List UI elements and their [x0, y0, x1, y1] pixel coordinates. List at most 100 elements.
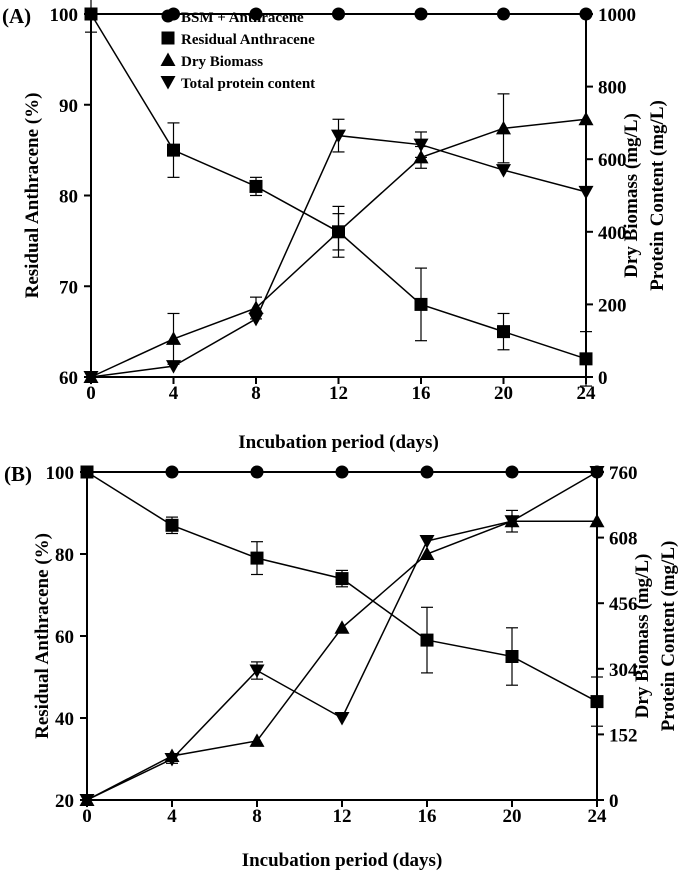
y-tick-label: 80 [55, 545, 74, 566]
legend-label: Total protein content [181, 76, 315, 92]
series-triangle-down [79, 466, 605, 808]
data-point [496, 164, 511, 178]
data-point [497, 7, 510, 21]
data-point [420, 633, 434, 647]
legend-label: BSM + Anthracene [181, 10, 304, 26]
y2-axis-title: Dry Biomass (mg/L) [621, 113, 642, 278]
legend: BSM + Anthracene Residual Anthracene Dry B… [160, 9, 315, 92]
series-square [80, 465, 604, 727]
data-point [167, 143, 180, 157]
y-tick-label: 90 [59, 96, 78, 117]
data-point [164, 753, 180, 767]
data-point [579, 352, 593, 366]
y2-tick-label: 800 [598, 78, 627, 99]
x-tick-label: 4 [167, 806, 177, 827]
data-point [250, 465, 264, 479]
y2-tick-label: 152 [609, 725, 638, 746]
data-point [420, 465, 434, 479]
data-point [334, 712, 350, 726]
y-tick-label: 20 [55, 791, 74, 812]
chart-panel-a: 0 4 8 12 16 20 246070809010002004006008001000I… [2, 0, 668, 453]
data-point [505, 650, 519, 663]
x-axis-title: Incubation period (days) [242, 850, 443, 871]
x-tick-label: 0 [86, 383, 96, 404]
y2-tick-label: 456 [609, 594, 638, 615]
x-tick-label: 16 [418, 806, 437, 827]
data-point [84, 7, 98, 21]
x-tick-label: 8 [252, 806, 262, 827]
y-tick-label: 60 [59, 368, 78, 389]
x-tick-label: 24 [588, 806, 608, 827]
data-point [578, 111, 594, 126]
series-triangle-up [83, 93, 594, 383]
series-triangle-down [83, 118, 594, 385]
chart-panel-b: 0 4 8 12 16 20 24 20 40 60 80 100 0 152 304 456 608 760 In… [4, 462, 679, 871]
data-point [335, 465, 349, 479]
series-triangle-up [79, 513, 605, 806]
x-axis-title: Incubation period (days) [238, 432, 439, 453]
data-point [80, 465, 94, 479]
y2-tick-label: 0 [609, 791, 619, 812]
data-point [79, 794, 95, 808]
y2-tick-label: 1000 [598, 5, 636, 26]
panel-label: (A) [2, 4, 31, 28]
data-point [83, 371, 99, 385]
data-point [497, 325, 510, 339]
y2-tick-label: 600 [598, 150, 627, 171]
y-axis-title: Residual Anthracene (%) [32, 533, 53, 739]
data-point [249, 179, 263, 193]
data-point [249, 7, 263, 21]
legend-marker [160, 76, 176, 90]
data-point [590, 695, 604, 709]
data-point [505, 465, 519, 479]
data-point [248, 312, 264, 327]
legend-marker [161, 31, 175, 45]
y2-tick-label: 200 [598, 295, 627, 316]
data-point [589, 466, 605, 480]
data-point [165, 518, 179, 532]
plot-frame [90, 13, 587, 378]
x-tick-label: 12 [333, 806, 352, 827]
y2-axis-title: Protein Content (mg/L) [647, 100, 668, 291]
x-tick-label: 20 [503, 806, 522, 827]
y-tick-label: 100 [46, 463, 75, 484]
data-point [335, 572, 349, 586]
data-point [331, 224, 346, 238]
y-tick-label: 70 [59, 277, 78, 298]
y2-axis-title: Dry Biomass (mg/L) [632, 554, 653, 719]
data-point [414, 7, 428, 21]
legend-marker [160, 52, 176, 66]
y2-tick-label: 760 [609, 463, 638, 484]
data-point [414, 297, 428, 311]
data-point [578, 185, 594, 200]
series-circle [80, 465, 604, 479]
data-point [166, 331, 181, 345]
data-point [334, 620, 350, 634]
data-point [331, 129, 346, 144]
x-tick-label: 12 [329, 383, 348, 404]
y-tick-label: 100 [50, 5, 79, 26]
data-point [504, 515, 520, 529]
data-point [496, 120, 511, 135]
y2-tick-label: 304 [609, 660, 638, 681]
series-circle [84, 7, 593, 21]
x-tick-label: 20 [494, 383, 513, 404]
series-square [84, 0, 593, 387]
data-point [579, 7, 593, 21]
y-axis-title: Residual Anthracene (%) [22, 93, 43, 299]
data-point [165, 465, 179, 479]
y2-axis-title: Protein Content (mg/L) [658, 541, 679, 732]
y2-tick-label: 0 [598, 368, 608, 389]
legend-label: Residual Anthracene [181, 32, 315, 48]
data-point [249, 733, 265, 747]
data-point [413, 138, 429, 153]
data-point [332, 7, 345, 21]
y-tick-label: 80 [59, 187, 78, 208]
data-point [419, 546, 435, 560]
legend-label: Dry Biomass [181, 54, 263, 70]
x-tick-label: 16 [412, 383, 431, 404]
x-tick-label: 0 [82, 806, 92, 827]
x-tick-label: 4 [169, 383, 179, 404]
y2-tick-label: 608 [609, 529, 638, 550]
